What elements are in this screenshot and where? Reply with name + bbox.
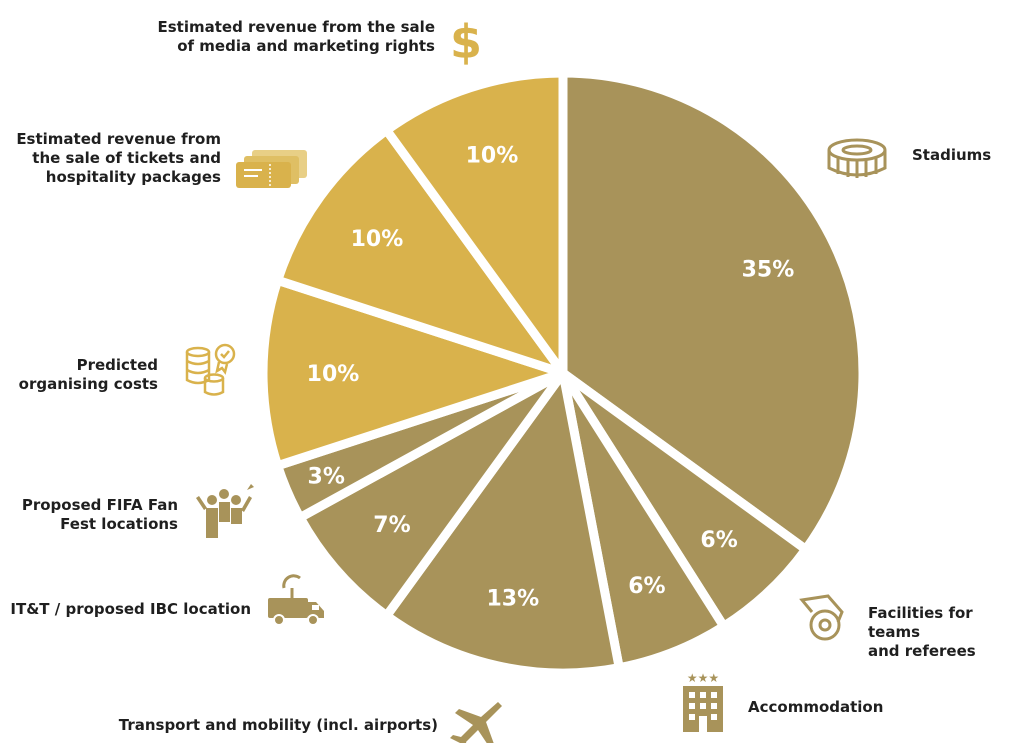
svg-text:$: $ bbox=[450, 15, 482, 69]
hotel-icon: ★★★ bbox=[683, 671, 723, 732]
pie-slice-8 bbox=[382, 68, 568, 378]
pie-slice-7 bbox=[273, 125, 568, 378]
pie-value-label-4: 7% bbox=[373, 513, 410, 538]
label-stadiums: Stadiums bbox=[912, 146, 992, 164]
label-media-rights: Estimated revenue from the sale of media… bbox=[157, 18, 435, 55]
coins-icon bbox=[185, 343, 236, 396]
pie-value-label-6: 10% bbox=[307, 362, 360, 387]
airplane-icon bbox=[450, 702, 502, 743]
label-transport: Transport and mobility (incl. airports) bbox=[118, 716, 438, 734]
stadium-icon bbox=[827, 138, 887, 178]
label-facilities: Facilities for teams and referees bbox=[868, 604, 976, 660]
pie-value-label-3: 13% bbox=[486, 586, 539, 611]
whistle-icon bbox=[799, 594, 844, 641]
fans-icon bbox=[196, 484, 254, 538]
label-itt: IT&T / proposed IBC location bbox=[10, 600, 251, 618]
pie-value-label-8: 10% bbox=[466, 143, 519, 168]
pie-value-labels: 35% 6% 6% 13% 7% 3% 10% 10% 10% bbox=[307, 143, 795, 611]
pie-value-label-1: 6% bbox=[700, 528, 737, 553]
label-accommodation: Accommodation bbox=[748, 698, 884, 716]
tickets-icon bbox=[236, 150, 307, 188]
pie-value-label-5: 3% bbox=[308, 464, 345, 489]
label-organising-costs: Predicted organising costs bbox=[18, 356, 158, 393]
label-fan-fest: Proposed FIFA Fan Fest locations bbox=[21, 496, 178, 533]
pie-value-label-7: 10% bbox=[351, 227, 404, 252]
svg-text:★★★: ★★★ bbox=[687, 671, 719, 685]
pie-slice-3 bbox=[382, 368, 624, 678]
pie-slice-6 bbox=[258, 275, 568, 471]
broadcast-van-icon bbox=[268, 574, 324, 626]
dollar-icon: $ bbox=[450, 15, 482, 69]
pie-value-label-2: 6% bbox=[628, 574, 665, 599]
pie-slices bbox=[258, 68, 868, 678]
pie-slice-0 bbox=[558, 68, 868, 554]
pie-value-label-0: 35% bbox=[742, 258, 795, 283]
label-tickets: Estimated revenue from the sale of ticke… bbox=[16, 130, 221, 186]
